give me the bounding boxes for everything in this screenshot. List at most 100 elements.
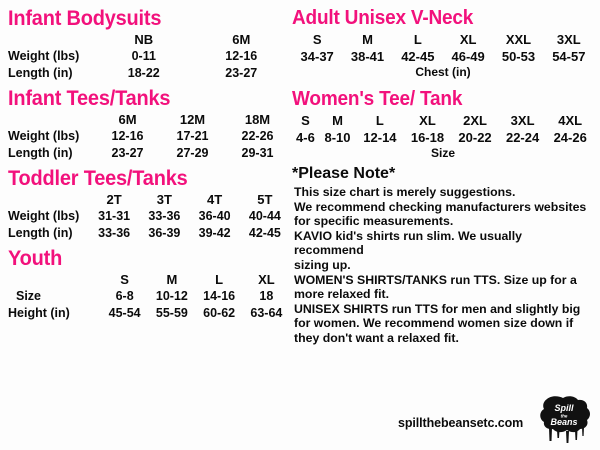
cell-value: 17-21: [176, 129, 209, 143]
unit-label-chest: Chest (in): [415, 65, 471, 79]
column-header-s: S: [120, 272, 129, 287]
cell-value: 42-45: [248, 226, 281, 240]
cell-value: 24-26: [553, 130, 587, 145]
cell-value: 60-62: [203, 306, 236, 320]
cell-value: 36-40: [198, 209, 231, 223]
cell-value: 33-36: [148, 209, 181, 223]
unit-label-size: Size: [430, 146, 455, 160]
cell-value: 33-36: [98, 226, 131, 240]
column-header-s: S: [301, 113, 310, 128]
section-adult-unisex-vneck: Adult Unisex V-Neck S M L XL XXL 3XL 34-…: [292, 6, 594, 79]
section-youth: Youth S M L XL Size 6-8 10-12 14-16 18: [8, 246, 290, 322]
table-row: Size 6-8 10-12 14-16 18: [8, 288, 290, 305]
column-header-nb: NB: [134, 32, 154, 47]
table-toddler-tees-tanks: 2T 3T 4T 5T Weight (lbs) 31-31 33-36 36-…: [8, 191, 290, 242]
table-header-row: NB 6M: [8, 31, 290, 48]
section-womens-tee-tank: Women's Tee/ Tank S M L XL 2XL 3XL 4XL 4…: [292, 87, 594, 160]
table-row: Weight (lbs) 0-11 12-16: [8, 48, 290, 65]
cell-value: 45-54: [108, 306, 141, 320]
footer: spillthebeansetc.com Spill the Beans: [0, 396, 600, 444]
note-title: *Please Note*: [292, 165, 396, 182]
column-header-3xl: 3XL: [556, 32, 581, 47]
section-title-womens-tee-tank: Women's Tee/ Tank: [292, 88, 463, 110]
column-header-s: S: [312, 32, 322, 47]
cell-value: 39-42: [198, 226, 231, 240]
section-title-toddler-tees-tanks: Toddler Tees/Tanks: [8, 167, 188, 190]
column-header-xl: XL: [419, 113, 436, 128]
cell-value: 29-31: [241, 146, 274, 160]
table-row: Weight (lbs) 31-31 33-36 36-40 40-44: [8, 208, 290, 225]
row-label-weight: Weight (lbs): [8, 209, 80, 223]
website-url[interactable]: spillthebeansetc.com: [398, 416, 524, 430]
right-column: Adult Unisex V-Neck S M L XL XXL 3XL 34-…: [292, 6, 594, 350]
note-line: UNISEX SHIRTS run TTS for men and slight…: [294, 301, 581, 316]
note-line: more relaxed fit.: [294, 287, 389, 302]
section-please-note: *Please Note* This size chart is merely …: [292, 164, 594, 346]
table-infant-tees-tanks: 6M 12M 18M Weight (lbs) 12-16 17-21 22-2…: [8, 111, 290, 162]
cell-value: 31-31: [98, 209, 131, 223]
table-row: Length (in) 18-22 23-27: [8, 65, 290, 82]
cell-value: 63-64: [250, 306, 283, 320]
column-header-xl: XL: [459, 32, 477, 47]
column-header-4xl: 4XL: [558, 113, 583, 128]
cell-value: 23-27: [225, 66, 258, 80]
left-column: Infant Bodysuits NB 6M Weight (lbs) 0-11…: [8, 6, 290, 326]
section-title-adult-unisex-vneck: Adult Unisex V-Neck: [292, 7, 474, 29]
column-header-5t: 5T: [257, 192, 273, 207]
note-line: they don't want a relaxed fit.: [294, 330, 459, 345]
column-header-4t: 4T: [207, 192, 223, 207]
cell-value: 42-45: [401, 49, 435, 64]
svg-text:the: the: [561, 414, 568, 419]
note-line: This size chart is merely suggestions.: [294, 185, 516, 199]
column-header-2t: 2T: [106, 192, 122, 207]
cell-value: 38-41: [350, 49, 385, 64]
column-header-l: L: [375, 113, 384, 128]
cell-value: 6-8: [115, 289, 134, 303]
cell-value: 36-39: [148, 226, 181, 240]
column-header-m: M: [362, 32, 373, 47]
column-header-m: M: [166, 272, 178, 287]
column-header-3t: 3T: [156, 192, 172, 207]
table-womens-tee-tank: S M L XL 2XL 3XL 4XL 4-6 8-10 12-14 16-1…: [292, 112, 594, 146]
note-line: WOMEN'S SHIRTS/TANKS run TTS. Size up fo…: [294, 272, 577, 287]
note-line: sizing up.: [294, 257, 351, 272]
cell-value: 4-6: [296, 130, 315, 145]
table-header-row: 2T 3T 4T 5T: [8, 191, 290, 208]
table-header-row: S M L XL XXL 3XL: [292, 31, 594, 48]
column-header-blank: [8, 191, 89, 208]
row-label-size: Size: [16, 289, 42, 303]
cell-value: 46-49: [451, 49, 485, 64]
cell-value: 18: [259, 289, 274, 303]
column-header-2xl: 2XL: [463, 113, 487, 128]
table-header-row: S M L XL 2XL 3XL 4XL: [292, 112, 594, 129]
cell-value: 22-26: [241, 129, 274, 143]
table-infant-bodysuits: NB 6M Weight (lbs) 0-11 12-16 Length (in…: [8, 31, 290, 82]
svg-text:Beans: Beans: [550, 417, 577, 427]
cell-value: 23-27: [111, 146, 144, 160]
table-header-row: S M L XL: [8, 271, 290, 288]
column-header-blank: [8, 111, 95, 128]
cell-value: 16-18: [410, 130, 445, 145]
column-header-blank: [8, 31, 95, 48]
column-header-l: L: [215, 272, 224, 287]
cell-value: 0-11: [131, 49, 156, 63]
cell-value: 20-22: [458, 130, 492, 145]
section-infant-tees-tanks: Infant Tees/Tanks 6M 12M 18M Weight (lbs…: [8, 86, 290, 162]
column-header-3xl: 3XL: [510, 113, 535, 128]
note-line: KAVIO kid's shirts run slim. We usually …: [294, 228, 522, 258]
row-label-weight: Weight (lbs): [8, 49, 80, 63]
cell-value: 22-24: [505, 130, 540, 145]
cell-value: 10-12: [155, 289, 188, 303]
table-row: Height (in) 45-54 55-59 60-62 63-64: [8, 305, 290, 322]
column-header-xxl: XXL: [505, 32, 532, 47]
cell-value: 40-44: [248, 209, 281, 223]
column-header-xl: XL: [258, 272, 275, 287]
table-row: Length (in) 23-27 27-29 29-31: [8, 145, 290, 162]
column-header-6m: 6M: [232, 32, 251, 47]
spill-the-beans-logo-icon: Spill the Beans: [535, 396, 593, 444]
cell-value: 12-14: [363, 130, 397, 145]
svg-text:Spill: Spill: [554, 403, 574, 413]
table-adult-unisex-vneck: S M L XL XXL 3XL 34-37 38-41 42-45 46-49…: [292, 31, 594, 65]
cell-value: 18-22: [127, 66, 160, 80]
